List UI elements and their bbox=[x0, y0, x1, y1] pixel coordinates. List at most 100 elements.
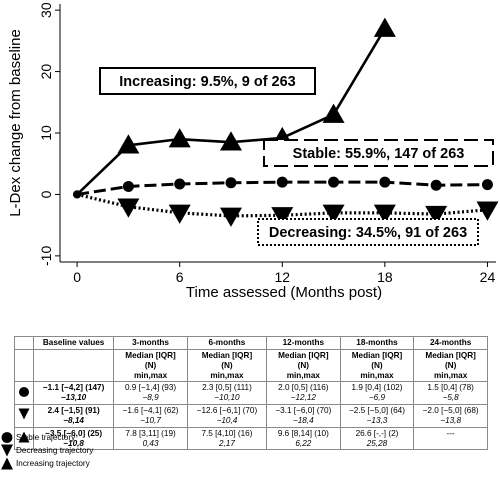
cell-main: 1.5 [0,4] (78) bbox=[427, 383, 474, 393]
triangle-up-icon bbox=[1, 457, 13, 470]
table-subheader-row: Median [IQR] (N) min,max Median [IQR] (N) min… bbox=[14, 348, 488, 383]
subheader-line: Median [IQR] bbox=[351, 350, 403, 360]
data-point-decreasing bbox=[425, 205, 448, 226]
value-cell: 0.9 [−1,4] (93) −8,9 bbox=[113, 381, 188, 406]
cell-main: −1.6 [−4,1] (62) bbox=[122, 406, 179, 416]
data-point-stable bbox=[481, 179, 493, 191]
y-tick-label: 0 bbox=[38, 190, 54, 198]
legend-item: Stable trajectory bbox=[0, 431, 93, 444]
cell-range: −18,4 bbox=[292, 415, 314, 425]
cell-range: −10,7 bbox=[140, 415, 161, 425]
header-baseline: Baseline values bbox=[32, 336, 115, 350]
circle-icon bbox=[1, 432, 13, 443]
data-point-decreasing bbox=[117, 198, 140, 218]
subheader-baseline bbox=[32, 348, 115, 383]
subheader-line: (N) bbox=[371, 360, 383, 370]
data-point-increasing bbox=[373, 17, 396, 37]
legend-label: Stable trajectory bbox=[16, 433, 76, 442]
header-24-months: 24-months bbox=[413, 336, 488, 350]
baseline-range: −10,8 bbox=[63, 438, 84, 448]
subheader-line: Median [IQR] bbox=[201, 350, 253, 360]
summary-table-container: Baseline values 3-months 6-months 12-mon… bbox=[14, 336, 488, 451]
value-cell: −12.6 [−6,1] (70) −10,4 bbox=[186, 404, 268, 428]
subheader-line: Median [IQR] bbox=[125, 350, 176, 360]
subheader-line: (N) bbox=[144, 360, 157, 370]
cell-main: 2.0 [0,5] (116) bbox=[278, 383, 329, 393]
subheader-line: min,max bbox=[133, 370, 168, 380]
cell-range: 0,43 bbox=[142, 438, 159, 448]
subheader-line: Median [IQR] bbox=[425, 350, 476, 360]
row-symbol bbox=[14, 404, 34, 428]
baseline-range: −8,14 bbox=[63, 415, 84, 425]
baseline-cell: −3.5 [−6,0] (25) −10,8 bbox=[32, 426, 115, 451]
triangle-down-icon bbox=[1, 444, 13, 457]
cell-main: --- bbox=[446, 428, 455, 438]
value-cell: −2.0 [−5,0] (68) −13,8 bbox=[413, 404, 488, 428]
subheader-cell: Median [IQR] (N) min,max bbox=[413, 348, 488, 383]
subheader-line: (N) bbox=[297, 360, 310, 370]
subheader-line: Median [IQR] bbox=[278, 350, 329, 360]
value-cell: −2.5 [−5,0] (64) −13,3 bbox=[339, 404, 415, 428]
data-point-increasing bbox=[168, 128, 191, 148]
data-point-decreasing bbox=[476, 201, 499, 221]
triangle-down-icon bbox=[18, 408, 30, 420]
baseline-value: −1.1 [−4,2] (147) bbox=[42, 383, 105, 393]
subheader-cell: Median [IQR] (N) min,max bbox=[113, 348, 188, 383]
x-tick-label: 24 bbox=[480, 269, 496, 285]
cell-range: −5,8 bbox=[442, 393, 459, 403]
value-cell: 9.6 [8,14] (10) 6,22 bbox=[266, 426, 341, 451]
series-line-triangle-up bbox=[76, 27, 386, 196]
value-cell: 1.9 [0,4] (102) −6,9 bbox=[339, 381, 415, 406]
value-cell: 26.6 [-,-] (2) 25,28 bbox=[339, 426, 415, 451]
legend-item: Increasing trajectory bbox=[0, 457, 93, 470]
subheader-line: (N) bbox=[221, 360, 233, 370]
series-label-box bbox=[99, 67, 316, 95]
x-tick-label: 0 bbox=[73, 269, 81, 285]
trajectory-chart: -10 0 10 20 30 0 6 12 18 24 Time assessed (Months … bbox=[7, 2, 499, 300]
y-tick-label: 30 bbox=[38, 2, 54, 18]
table-row: 2.4 [−1,5] (91) −8,14 −1.6 [−4,1] (62) −10,… bbox=[14, 404, 488, 428]
data-point-increasing bbox=[219, 131, 242, 151]
data-point-origin bbox=[73, 190, 82, 199]
baseline-value: −3.5 [−6,0] (25) bbox=[45, 428, 103, 438]
x-tick-label: 6 bbox=[176, 269, 184, 285]
series-label-box bbox=[263, 139, 494, 167]
value-cell: −3.1 [−6,0] (70) −18,4 bbox=[266, 404, 341, 428]
x-axis-label: Time assessed (Months post) bbox=[186, 284, 382, 300]
cell-main: −12.6 [−6,1] (70) bbox=[196, 406, 258, 416]
baseline-cell: 2.4 [−1,5] (91) −8,14 bbox=[32, 404, 115, 428]
header-6-months: 6-months bbox=[186, 336, 268, 350]
data-point-stable bbox=[225, 177, 237, 189]
value-cell: --- bbox=[413, 426, 488, 451]
x-tick-label: 18 bbox=[377, 269, 393, 285]
cell-range: −12,12 bbox=[290, 393, 316, 403]
y-tick-label: -10 bbox=[38, 246, 54, 266]
y-tick-label: 10 bbox=[38, 125, 54, 141]
header-18-months: 18-months bbox=[339, 336, 415, 350]
trajectory-legend: Stable trajectory Decreasing trajectory In… bbox=[0, 431, 93, 470]
cell-range: −13,3 bbox=[366, 415, 388, 425]
subheader-line: (N) bbox=[444, 360, 457, 370]
cell-main: 2.3 [0,5] (111) bbox=[202, 383, 252, 393]
data-point-decreasing bbox=[219, 207, 242, 227]
series-label: Stable: 55.9%, 147 of 263 bbox=[293, 146, 465, 162]
series-label: Increasing: 9.5%, 9 of 263 bbox=[119, 74, 296, 90]
cell-range: 6,22 bbox=[295, 438, 312, 448]
subheader-line: min,max bbox=[360, 370, 394, 380]
data-point-stable bbox=[328, 176, 340, 188]
value-cell: 2.0 [0,5] (116) −12,12 bbox=[266, 381, 341, 406]
series-label: Decreasing: 34.5%, 91 of 263 bbox=[269, 225, 467, 241]
baseline-range: −13,10 bbox=[60, 393, 87, 403]
cell-range: −6,9 bbox=[368, 393, 386, 403]
table-header-row: Baseline values 3-months 6-months 12-mon… bbox=[14, 336, 488, 350]
data-point-decreasing bbox=[373, 204, 396, 224]
data-point-decreasing bbox=[168, 204, 191, 224]
header-symbol bbox=[14, 336, 34, 350]
series-label-box bbox=[257, 218, 479, 246]
circle-icon bbox=[19, 386, 29, 397]
value-cell: 7.5 [4,10] (16) 2,17 bbox=[186, 426, 268, 451]
data-point-stable bbox=[430, 179, 442, 191]
x-tick-label: 12 bbox=[274, 269, 290, 285]
header-3-months: 3-months bbox=[113, 336, 188, 350]
data-point-increasing bbox=[322, 103, 345, 123]
